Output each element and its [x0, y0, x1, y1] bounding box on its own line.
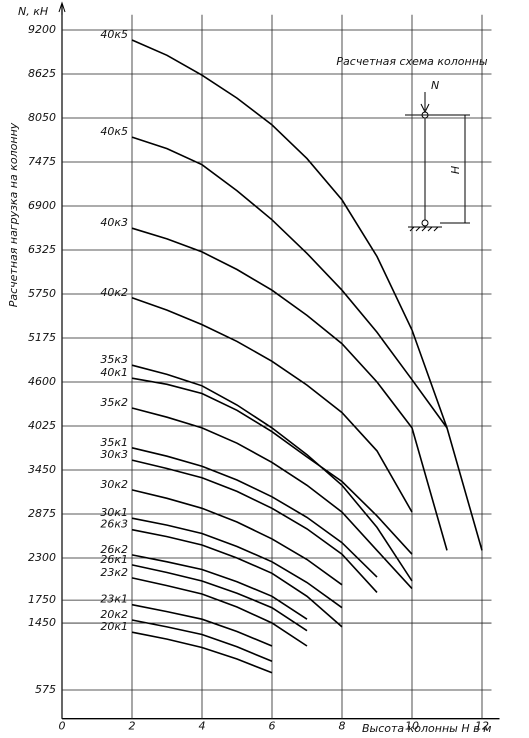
- y-tick-label: 2300: [28, 551, 56, 564]
- curve-label: 30к1: [100, 506, 128, 519]
- x-tick-label: 12: [475, 720, 489, 733]
- curve: [131, 603, 273, 647]
- curve-label: 30к2: [100, 478, 128, 491]
- y-tick-label: 9200: [28, 23, 56, 36]
- y-tick-label: 3450: [28, 463, 56, 476]
- y-tick-label: 1750: [28, 593, 56, 606]
- curve-label: 26к3: [100, 518, 128, 531]
- curve-label: 40к2: [100, 286, 128, 299]
- curve-label: 20к1: [100, 620, 128, 633]
- curve-label: 23к1: [100, 593, 128, 606]
- y-tick-label: 575: [35, 683, 56, 696]
- x-tick-label: 10: [405, 720, 419, 733]
- curve-label: 35к3: [100, 353, 128, 366]
- x-label: Высота колонны H в м: [362, 722, 491, 735]
- curve: [131, 364, 413, 582]
- curve-label: 40к5: [100, 28, 128, 41]
- x-tick-label: 4: [199, 720, 206, 733]
- y-tick-label: 6900: [28, 199, 56, 212]
- force-label: N: [431, 79, 439, 92]
- curve: [131, 447, 378, 578]
- y-tick-label: 5175: [28, 331, 56, 344]
- y-tick-label: 8625: [28, 67, 56, 80]
- x-tick-label: 6: [269, 720, 276, 733]
- curve-label: 40к3: [100, 216, 128, 229]
- curve-label: 35к2: [100, 396, 128, 409]
- y-tick-label: 4025: [28, 419, 56, 432]
- hatch: [409, 226, 439, 232]
- y-tick-label: 2875: [28, 507, 56, 520]
- curve: [131, 564, 308, 632]
- curve-label: 40к5: [100, 125, 128, 138]
- curve-label: 30к3: [100, 448, 128, 461]
- curve: [131, 554, 308, 620]
- curve: [131, 528, 343, 628]
- curve-label: 23к2: [100, 566, 128, 579]
- curve: [131, 619, 273, 663]
- y-label: Расчетная нагрузка на колонну: [7, 122, 20, 307]
- curve: [131, 577, 308, 647]
- curve: [131, 407, 413, 590]
- height-label: H: [449, 166, 462, 174]
- curve-label: 40к1: [100, 366, 128, 379]
- curve-label: 26к2: [100, 543, 128, 556]
- curve: [131, 517, 343, 609]
- x-tick-label: 8: [339, 720, 346, 733]
- x-tick-label: 2: [129, 720, 136, 733]
- x-tick-label: 0: [59, 720, 66, 733]
- curve: [131, 227, 448, 551]
- curve-label: 26к1: [100, 553, 128, 566]
- curve: [131, 459, 378, 593]
- curve: [131, 297, 413, 513]
- curve: [131, 136, 448, 429]
- hinge: [421, 219, 429, 227]
- y-tick-label: 7475: [28, 155, 56, 168]
- curve: [131, 39, 483, 551]
- curve: [131, 377, 413, 555]
- y-arrow: [58, 1, 66, 13]
- y-tick-label: 6325: [28, 243, 56, 256]
- y-tick-label: 8050: [28, 111, 56, 124]
- curve-label: 35к1: [100, 436, 128, 449]
- y-tick-label: 5750: [28, 287, 56, 300]
- curve-label: 20к2: [100, 608, 128, 621]
- inset: [405, 92, 470, 232]
- curve: [131, 489, 343, 586]
- y-title: N, кН: [18, 5, 48, 18]
- y-tick-label: 4600: [28, 375, 56, 388]
- y-tick-label: 1450: [28, 616, 56, 629]
- curve: [131, 631, 273, 674]
